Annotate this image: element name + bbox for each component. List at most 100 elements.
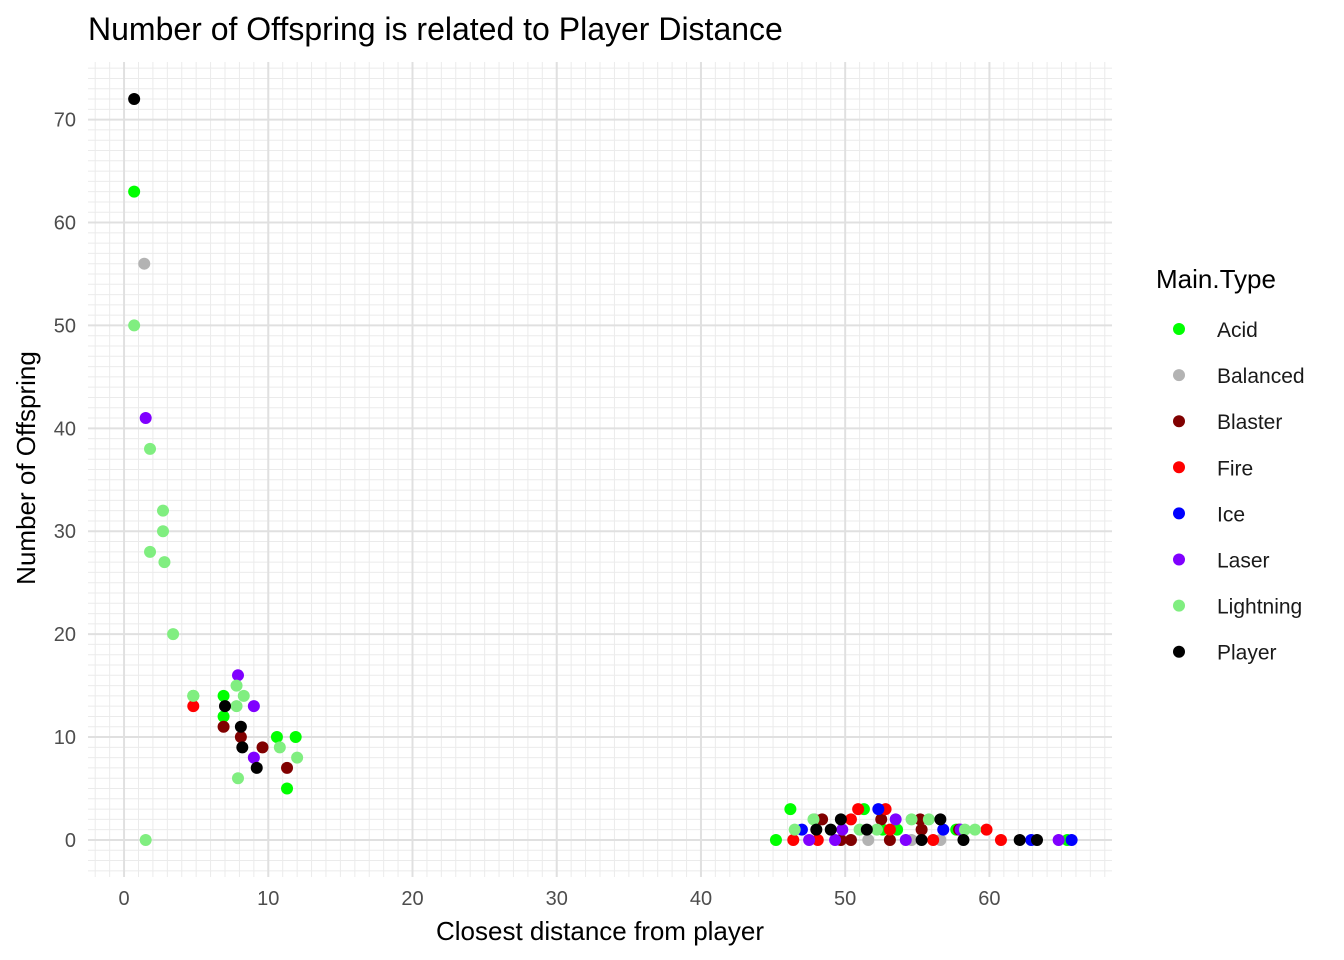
data-point bbox=[787, 833, 800, 846]
data-point bbox=[788, 823, 801, 836]
data-point bbox=[217, 710, 230, 723]
data-point bbox=[128, 93, 141, 106]
legend-key bbox=[1173, 369, 1185, 382]
data-point bbox=[899, 833, 912, 846]
data-point bbox=[889, 813, 902, 826]
data-point bbox=[834, 813, 847, 826]
data-point bbox=[247, 751, 260, 764]
data-point bbox=[187, 689, 200, 702]
legend: Main.Type Acid Balanced Blaster Fire Ice Lase… bbox=[1156, 264, 1305, 665]
data-point bbox=[883, 823, 896, 836]
data-point bbox=[289, 731, 302, 744]
data-points bbox=[128, 93, 1078, 846]
data-point bbox=[994, 833, 1007, 846]
data-point bbox=[1031, 833, 1044, 846]
y-tick-label: 10 bbox=[54, 727, 76, 749]
data-point bbox=[810, 823, 823, 836]
data-point bbox=[927, 833, 940, 846]
y-tick-label: 20 bbox=[54, 624, 76, 646]
minor-gridlines bbox=[88, 62, 1112, 877]
data-point bbox=[291, 751, 304, 764]
x-axis-ticks: 0 10 20 30 40 50 60 bbox=[118, 888, 1000, 910]
data-point bbox=[231, 772, 244, 785]
data-point bbox=[237, 689, 250, 702]
data-point bbox=[156, 504, 169, 517]
data-point bbox=[273, 741, 286, 754]
legend-key bbox=[1173, 323, 1185, 335]
data-point bbox=[807, 813, 820, 826]
data-point bbox=[915, 833, 928, 846]
data-point bbox=[803, 833, 816, 846]
data-point bbox=[230, 700, 243, 713]
data-point bbox=[138, 257, 151, 270]
data-point bbox=[829, 833, 842, 846]
data-point bbox=[144, 442, 157, 455]
data-point bbox=[914, 813, 927, 826]
data-point bbox=[234, 720, 247, 733]
y-tick-label: 70 bbox=[54, 110, 76, 132]
data-point bbox=[247, 700, 260, 713]
x-tick-label: 0 bbox=[118, 888, 129, 910]
y-tick-label: 60 bbox=[54, 213, 76, 235]
data-point bbox=[980, 823, 993, 836]
data-point bbox=[217, 720, 230, 733]
data-point bbox=[816, 813, 829, 826]
y-tick-label: 0 bbox=[65, 830, 76, 852]
y-tick-label: 50 bbox=[54, 315, 76, 337]
legend-key bbox=[1173, 553, 1185, 566]
y-tick-label: 30 bbox=[54, 521, 76, 543]
legend-label: Player bbox=[1217, 642, 1277, 665]
data-point bbox=[139, 833, 152, 846]
y-tick-label: 40 bbox=[54, 418, 76, 440]
data-point bbox=[281, 761, 294, 774]
data-point bbox=[156, 525, 169, 538]
data-point bbox=[231, 669, 244, 682]
x-tick-label: 10 bbox=[257, 888, 279, 910]
legend-title: Main.Type bbox=[1156, 264, 1276, 294]
legend-label: Lightning bbox=[1217, 596, 1302, 619]
data-point bbox=[875, 813, 888, 826]
data-point bbox=[905, 813, 918, 826]
data-point bbox=[219, 700, 232, 713]
legend-key bbox=[1173, 507, 1185, 520]
data-point bbox=[1052, 833, 1065, 846]
x-tick-label: 40 bbox=[690, 888, 712, 910]
data-point bbox=[250, 761, 263, 774]
data-point bbox=[281, 782, 294, 795]
legend-label: Balanced bbox=[1217, 365, 1305, 388]
x-tick-label: 20 bbox=[401, 888, 423, 910]
data-point bbox=[167, 628, 180, 641]
legend-key bbox=[1173, 415, 1185, 428]
y-axis-ticks: 0 10 20 30 40 50 60 70 bbox=[54, 110, 76, 852]
data-point bbox=[934, 813, 947, 826]
data-point bbox=[1013, 833, 1026, 846]
data-point bbox=[234, 731, 247, 744]
data-point bbox=[957, 833, 970, 846]
data-point bbox=[1065, 833, 1078, 846]
major-gridlines bbox=[88, 62, 1112, 877]
data-point bbox=[270, 731, 283, 744]
chart-title: Number of Offspring is related to Player… bbox=[88, 11, 783, 47]
legend-label: Blaster bbox=[1217, 411, 1282, 434]
legend-label: Ice bbox=[1217, 503, 1245, 526]
data-point bbox=[139, 412, 152, 425]
data-point bbox=[883, 833, 896, 846]
data-point bbox=[256, 741, 269, 754]
data-point bbox=[144, 545, 157, 558]
data-point bbox=[811, 833, 824, 846]
legend-label: Fire bbox=[1217, 457, 1253, 480]
data-point bbox=[937, 823, 950, 836]
data-point bbox=[217, 689, 230, 702]
data-point bbox=[187, 700, 200, 713]
data-point bbox=[158, 556, 171, 569]
y-axis-title: Number of Offspring bbox=[11, 351, 41, 585]
data-point bbox=[870, 823, 883, 836]
x-axis-title: Closest distance from player bbox=[436, 916, 764, 946]
x-tick-label: 30 bbox=[546, 888, 568, 910]
data-point bbox=[860, 823, 873, 836]
data-point bbox=[128, 319, 141, 332]
data-point bbox=[844, 813, 857, 826]
legend-key bbox=[1173, 599, 1185, 612]
legend-label: Acid bbox=[1217, 319, 1258, 342]
